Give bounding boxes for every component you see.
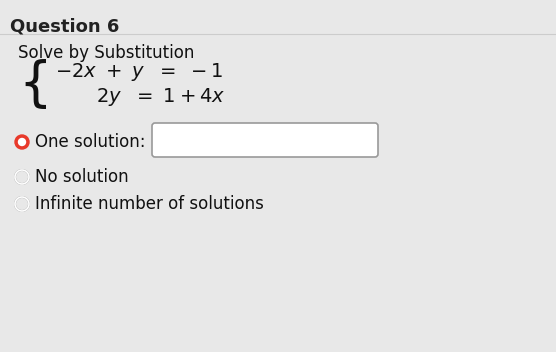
Circle shape	[15, 135, 29, 149]
Text: $-2x\ +\ y\ \ =\ -1$: $-2x\ +\ y\ \ =\ -1$	[55, 61, 223, 83]
FancyBboxPatch shape	[152, 123, 378, 157]
Text: No solution: No solution	[35, 168, 128, 186]
Text: Infinite number of solutions: Infinite number of solutions	[35, 195, 264, 213]
Circle shape	[18, 138, 26, 145]
Text: Question 6: Question 6	[10, 17, 120, 35]
Text: $\{$: $\{$	[18, 57, 47, 111]
Text: One solution:: One solution:	[35, 133, 146, 151]
Text: $2y\ \ =\ 1+4x$: $2y\ \ =\ 1+4x$	[96, 86, 225, 108]
Text: Solve by Substitution: Solve by Substitution	[18, 44, 195, 62]
